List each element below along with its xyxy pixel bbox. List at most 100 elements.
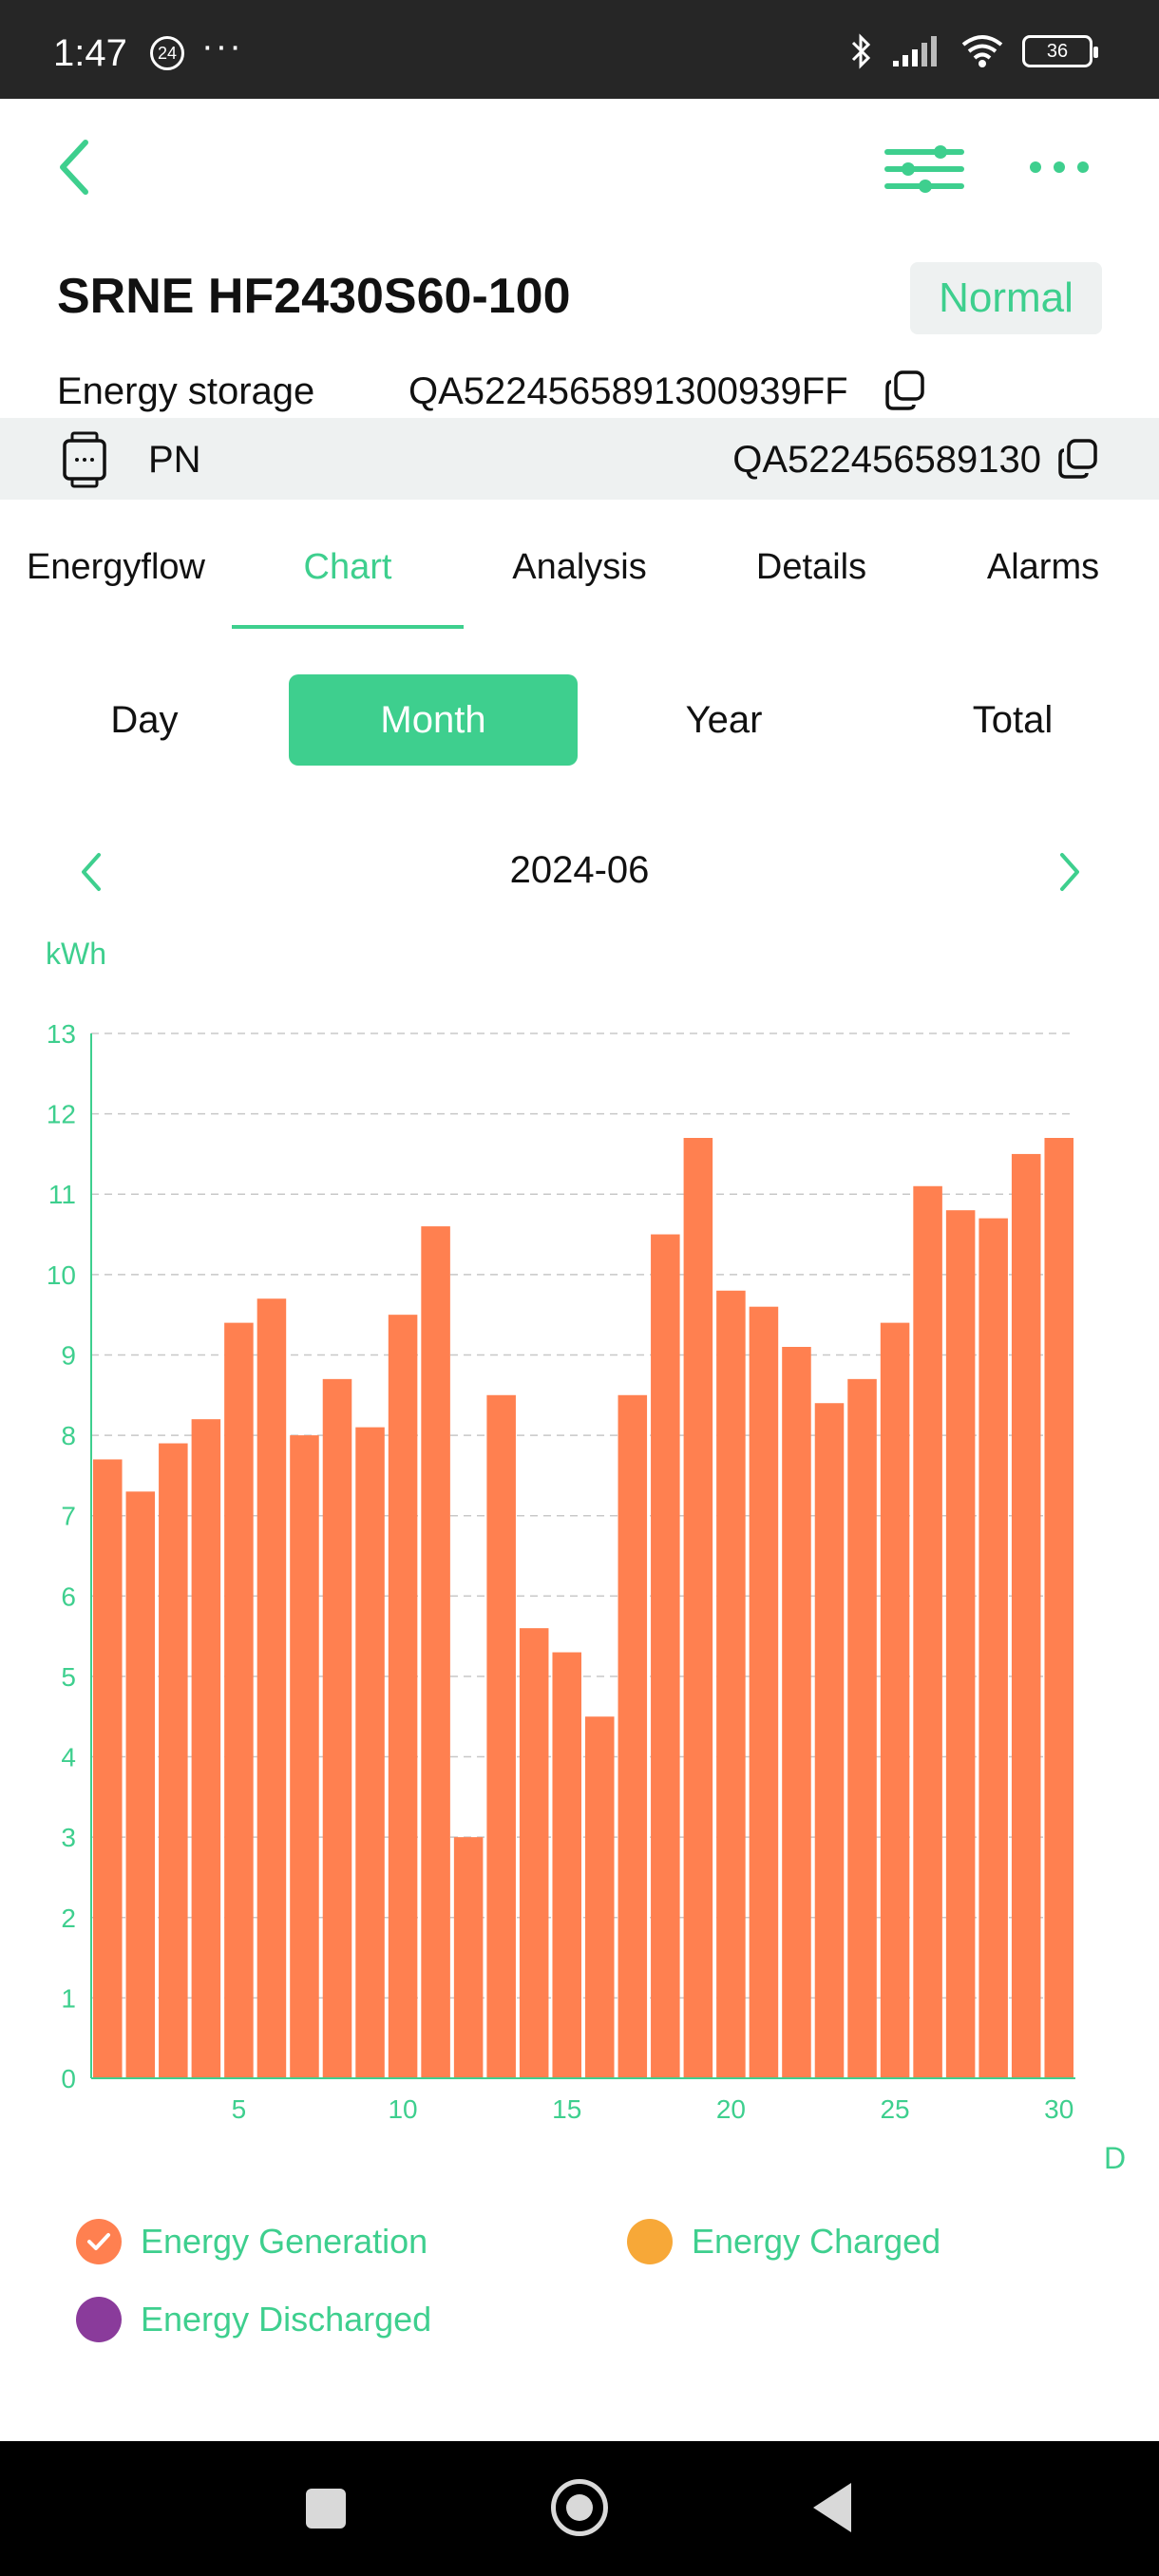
bar [749, 1306, 779, 2078]
copy-sn-icon[interactable] [884, 369, 927, 412]
legend-label: Energy Charged [692, 2222, 941, 2261]
date-navigator: 2024-06 [0, 836, 1159, 912]
period-total-button[interactable]: Total [972, 699, 1054, 741]
more-notifications-icon: ··· [201, 27, 243, 66]
x-axis-unit-label: D [1104, 2141, 1127, 2175]
y-tick-label: 5 [61, 1662, 76, 1692]
legend-energy-discharged[interactable]: Energy Discharged [76, 2291, 431, 2348]
x-tick-label: 15 [552, 2094, 581, 2124]
bar [782, 1347, 811, 2078]
y-tick-label: 8 [61, 1421, 76, 1450]
status-time: 1:47 [53, 32, 127, 74]
bar [224, 1322, 254, 2078]
bar [256, 1298, 287, 2078]
app-header [0, 99, 1159, 232]
bar [191, 1419, 221, 2078]
legend-energy-generation[interactable]: Energy Generation [76, 2213, 428, 2270]
copy-pn-icon[interactable] [1056, 437, 1100, 481]
y-tick-label: 4 [61, 1743, 76, 1772]
bar [814, 1403, 845, 2078]
pn-row: PN QA522456589130 [0, 418, 1159, 500]
previous-month-icon[interactable] [72, 845, 110, 899]
settings-sliders-icon[interactable] [884, 141, 965, 198]
x-tick-label: 20 [716, 2094, 746, 2124]
legend-label: Energy Generation [141, 2222, 428, 2261]
recent-apps-icon[interactable] [306, 2489, 346, 2529]
y-tick-label: 10 [47, 1260, 76, 1290]
y-tick-label: 9 [61, 1340, 76, 1370]
y-axis-unit-label: kWh [46, 937, 106, 971]
device-icon [63, 431, 106, 488]
y-tick-label: 3 [61, 1823, 76, 1852]
back-icon[interactable] [48, 133, 104, 199]
current-date-label[interactable]: 2024-06 [509, 849, 650, 891]
tab-energyflow[interactable]: Energyflow [27, 547, 205, 587]
y-tick-label: 12 [47, 1100, 76, 1129]
bar [913, 1185, 942, 2078]
period-selector: Day Month Year Total [0, 672, 1159, 767]
legend-generation-check-icon [76, 2219, 122, 2264]
chart-legend: Energy Generation Energy Charged Energy … [0, 2213, 1159, 2384]
energy-chart: kWh 0 1 2 3 4 5 6 7 8 9 10 11 12 13 5 10 15 20 25 30 D [0, 912, 1159, 2185]
period-year-button[interactable]: Year [685, 699, 763, 741]
bar [355, 1427, 385, 2078]
y-tick-label: 1 [61, 1983, 76, 2013]
sn-label: Energy storage [57, 370, 315, 412]
pn-value: QA522456589130 [732, 439, 1041, 481]
tab-chart[interactable]: Chart [303, 547, 392, 587]
next-month-icon[interactable] [1051, 845, 1089, 899]
signal-icon [893, 36, 937, 66]
bar [978, 1218, 1008, 2078]
system-nav-bar [0, 2441, 1159, 2576]
y-tick-label: 11 [48, 1180, 76, 1209]
bar [322, 1378, 352, 2078]
sn-row: Energy storage QA5224565891300939FF [57, 367, 1102, 420]
sn-value: QA5224565891300939FF [408, 370, 848, 412]
bar [388, 1315, 418, 2078]
status-icons: 36 [849, 32, 1098, 70]
bar [486, 1394, 516, 2078]
bar [1044, 1138, 1074, 2078]
home-icon[interactable] [551, 2479, 608, 2536]
x-tick-label: 10 [388, 2094, 417, 2124]
more-options-icon[interactable] [1026, 146, 1092, 194]
notification-badge-icon: 24 [150, 36, 184, 70]
battery-icon: 36 [1022, 35, 1098, 67]
bar [618, 1394, 648, 2078]
bar [290, 1435, 319, 2078]
y-tick-label: 6 [61, 1582, 76, 1611]
y-tick-label: 13 [47, 1019, 76, 1049]
device-status-badge: Normal [910, 262, 1102, 334]
device-title: SRNE HF2430S60-100 [57, 269, 571, 324]
y-tick-label: 0 [61, 2064, 76, 2093]
section-tabs: Energyflow Chart Analysis Details Alarms [0, 532, 1159, 631]
bar [421, 1226, 450, 2078]
bar [585, 1716, 615, 2078]
bar [1011, 1153, 1041, 2078]
wifi-icon [961, 35, 1003, 67]
status-bar: 1:47 24 ··· 36 [0, 0, 1159, 99]
period-day-button[interactable]: Day [110, 699, 179, 741]
legend-discharged-dot-icon [76, 2297, 122, 2342]
bar [847, 1378, 877, 2078]
tab-details[interactable]: Details [755, 547, 867, 587]
bar [93, 1459, 123, 2078]
bar [651, 1234, 680, 2078]
y-tick-label: 7 [61, 1502, 76, 1531]
legend-energy-charged[interactable]: Energy Charged [627, 2213, 940, 2270]
system-back-icon[interactable] [813, 2483, 851, 2532]
bar [880, 1322, 910, 2078]
x-tick-label: 5 [232, 2094, 247, 2124]
bar [159, 1443, 188, 2078]
bluetooth-icon [851, 33, 871, 69]
bar [552, 1652, 581, 2078]
bar [453, 1837, 484, 2078]
y-tick-label: 2 [61, 1904, 76, 1933]
period-month-button[interactable]: Month [289, 674, 578, 766]
tab-analysis[interactable]: Analysis [512, 547, 647, 587]
x-tick-label: 30 [1044, 2094, 1074, 2124]
legend-label: Energy Discharged [141, 2300, 432, 2339]
bar [716, 1290, 746, 2078]
tab-alarms[interactable]: Alarms [986, 547, 1100, 587]
